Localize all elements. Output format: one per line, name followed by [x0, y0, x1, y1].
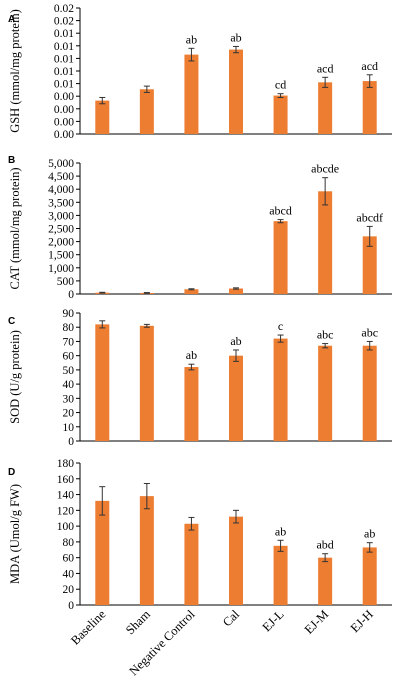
significance-label-a-2: ab — [186, 32, 197, 46]
y-tick-label-a: 0.01 — [54, 53, 74, 65]
category-label-5: EJ-M — [302, 607, 332, 637]
significance-label-b-4: abcd — [269, 204, 292, 218]
y-tick-label-a: 0.00 — [54, 104, 74, 116]
bar-d-4 — [273, 545, 288, 605]
significance-label-c-6: abc — [361, 325, 378, 339]
y-tick-label-d: 40 — [63, 568, 75, 580]
y-tick-label-b: 2,500 — [48, 224, 74, 236]
significance-label-c-3: ab — [230, 334, 241, 348]
y-tick-label-a: 0.00 — [54, 91, 74, 103]
category-label-0: Baseline — [68, 607, 109, 648]
bar-c-0 — [95, 324, 110, 441]
y-tick-label-b: 3,500 — [48, 197, 74, 209]
significance-label-c-4: c — [278, 319, 283, 333]
y-axis-label-a: GSH (mmol/mg protein) — [8, 9, 22, 133]
significance-label-a-5: acd — [317, 61, 334, 75]
y-tick-label-d: 80 — [63, 537, 75, 549]
y-tick-label-d: 180 — [57, 458, 75, 470]
bar-b-5 — [318, 191, 333, 294]
bar-a-3 — [229, 49, 243, 134]
significance-label-a-3: ab — [230, 30, 241, 44]
y-tick-label-c: 40 — [63, 379, 75, 391]
bar-a-4 — [273, 95, 288, 134]
bar-d-5 — [318, 557, 333, 605]
y-tick-label-b: 3,000 — [48, 210, 74, 222]
significance-label-a-6: acd — [361, 59, 378, 73]
bar-c-4 — [273, 338, 288, 441]
panel-label-a: A — [8, 14, 15, 25]
bar-c-3 — [229, 355, 243, 441]
y-tick-label-a: 0.01 — [54, 79, 74, 91]
bar-c-2 — [184, 367, 199, 441]
category-label-1: Sham — [123, 607, 153, 637]
y-axis-label-b: CAT (mmol/mg protein) — [8, 168, 22, 290]
y-tick-label-a: 0.00 — [54, 116, 74, 128]
y-tick-label-d: 60 — [63, 553, 75, 565]
significance-label-c-2: ab — [186, 348, 197, 362]
panel-label-c: C — [8, 316, 15, 327]
bar-a-1 — [139, 89, 154, 134]
y-tick-label-a: 0.02 — [54, 16, 74, 28]
y-tick-label-a: 0.01 — [54, 28, 74, 40]
significance-label-b-6: abcdf — [356, 210, 383, 224]
bar-a-2 — [184, 54, 199, 135]
significance-label-d-6: ab — [364, 527, 375, 541]
y-tick-label-b: 500 — [57, 276, 75, 288]
significance-label-c-5: abc — [317, 328, 334, 342]
y-tick-label-b: 1,000 — [48, 263, 74, 275]
y-axis-label-c: SOD (U/g protein) — [8, 330, 22, 424]
bar-b-3 — [229, 288, 243, 294]
y-tick-label-b: 2,000 — [48, 237, 74, 249]
y-tick-label-b: 0 — [68, 289, 74, 301]
category-label-4: EJ-L — [260, 607, 287, 634]
bar-b-4 — [273, 221, 288, 294]
bar-c-6 — [362, 345, 377, 441]
category-label-3: Cal — [220, 607, 243, 630]
bar-d-3 — [229, 516, 243, 605]
y-tick-label-a: 0.00 — [54, 129, 74, 141]
significance-label-b-5: abcde — [311, 162, 339, 176]
bar-d-1 — [139, 496, 154, 605]
y-tick-label-c: 50 — [63, 365, 75, 377]
bar-d-6 — [362, 547, 377, 605]
y-tick-label-c: 20 — [63, 408, 75, 420]
y-tick-label-c: 10 — [63, 422, 75, 434]
y-tick-label-b: 5,000 — [48, 158, 74, 170]
category-label-6: EJ-H — [348, 607, 376, 635]
bar-a-6 — [362, 81, 377, 134]
y-tick-label-c: 60 — [63, 351, 75, 363]
bar-c-5 — [318, 345, 333, 441]
significance-label-d-5: abd — [316, 538, 333, 552]
bar-b-6 — [362, 236, 377, 294]
y-tick-label-c: 90 — [63, 308, 75, 320]
y-axis-label-d: MDA (Umol/g FW) — [8, 484, 22, 584]
bar-a-5 — [318, 82, 333, 134]
y-tick-label-b: 4,500 — [48, 171, 74, 183]
y-tick-label-c: 70 — [63, 336, 75, 348]
y-tick-label-d: 160 — [57, 474, 75, 486]
y-tick-label-c: 0 — [68, 436, 74, 448]
y-tick-label-c: 80 — [63, 322, 75, 334]
y-tick-label-c: 30 — [63, 393, 75, 405]
significance-label-a-4: cd — [275, 78, 286, 92]
bar-d-0 — [95, 500, 110, 605]
panel-label-d: D — [8, 467, 15, 478]
y-tick-label-d: 120 — [57, 505, 75, 517]
y-tick-label-d: 100 — [57, 521, 75, 533]
panel-label-b: B — [8, 155, 15, 166]
bar-a-0 — [95, 100, 110, 134]
significance-label-d-4: ab — [275, 524, 286, 538]
y-tick-label-d: 140 — [57, 490, 75, 502]
bar-b-2 — [184, 289, 199, 294]
y-tick-label-a: 0.02 — [54, 3, 74, 15]
y-tick-label-d: 20 — [63, 584, 75, 596]
y-tick-label-a: 0.01 — [54, 41, 74, 53]
y-tick-label-b: 4,000 — [48, 184, 74, 196]
y-tick-label-b: 1,500 — [48, 250, 74, 262]
y-tick-label-d: 0 — [68, 600, 74, 612]
y-tick-label-a: 0.01 — [54, 66, 74, 78]
bar-d-2 — [184, 523, 199, 605]
bar-c-1 — [139, 325, 154, 441]
